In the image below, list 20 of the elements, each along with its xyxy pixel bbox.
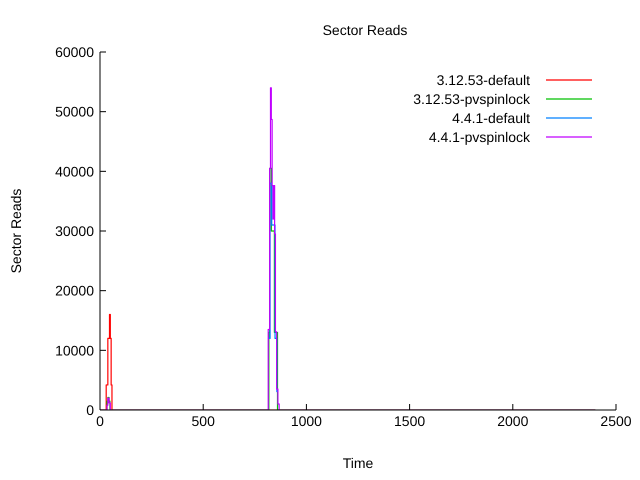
chart-title: Sector Reads: [322, 22, 408, 38]
y-axis-title: Sector Reads: [8, 188, 24, 274]
x-tick-label: 1000: [290, 412, 322, 429]
y-tick-label: 10000: [55, 342, 94, 358]
x-tick-label: 2500: [600, 412, 632, 429]
y-tick-label: 30000: [55, 222, 94, 239]
legend-label: 4.4.1-pvspinlock: [428, 128, 530, 144]
y-tick-label: 20000: [55, 282, 94, 299]
x-axis-title: Time: [342, 454, 374, 471]
y-tick-label: 60000: [55, 44, 94, 60]
x-tick-label: 1500: [394, 412, 426, 429]
y-tick-label: 40000: [55, 163, 94, 180]
y-tick-label: 50000: [55, 104, 94, 120]
x-tick-label: 0: [96, 412, 104, 429]
x-tick-label: 500: [192, 412, 216, 429]
legend-label: 3.12.53-pvspinlock: [413, 90, 530, 106]
legend-label: 4.4.1-default: [452, 110, 530, 126]
y-tick-label: 0: [86, 402, 94, 418]
x-tick-label: 2000: [497, 412, 529, 429]
legend-label: 3.12.53-default: [436, 72, 530, 88]
